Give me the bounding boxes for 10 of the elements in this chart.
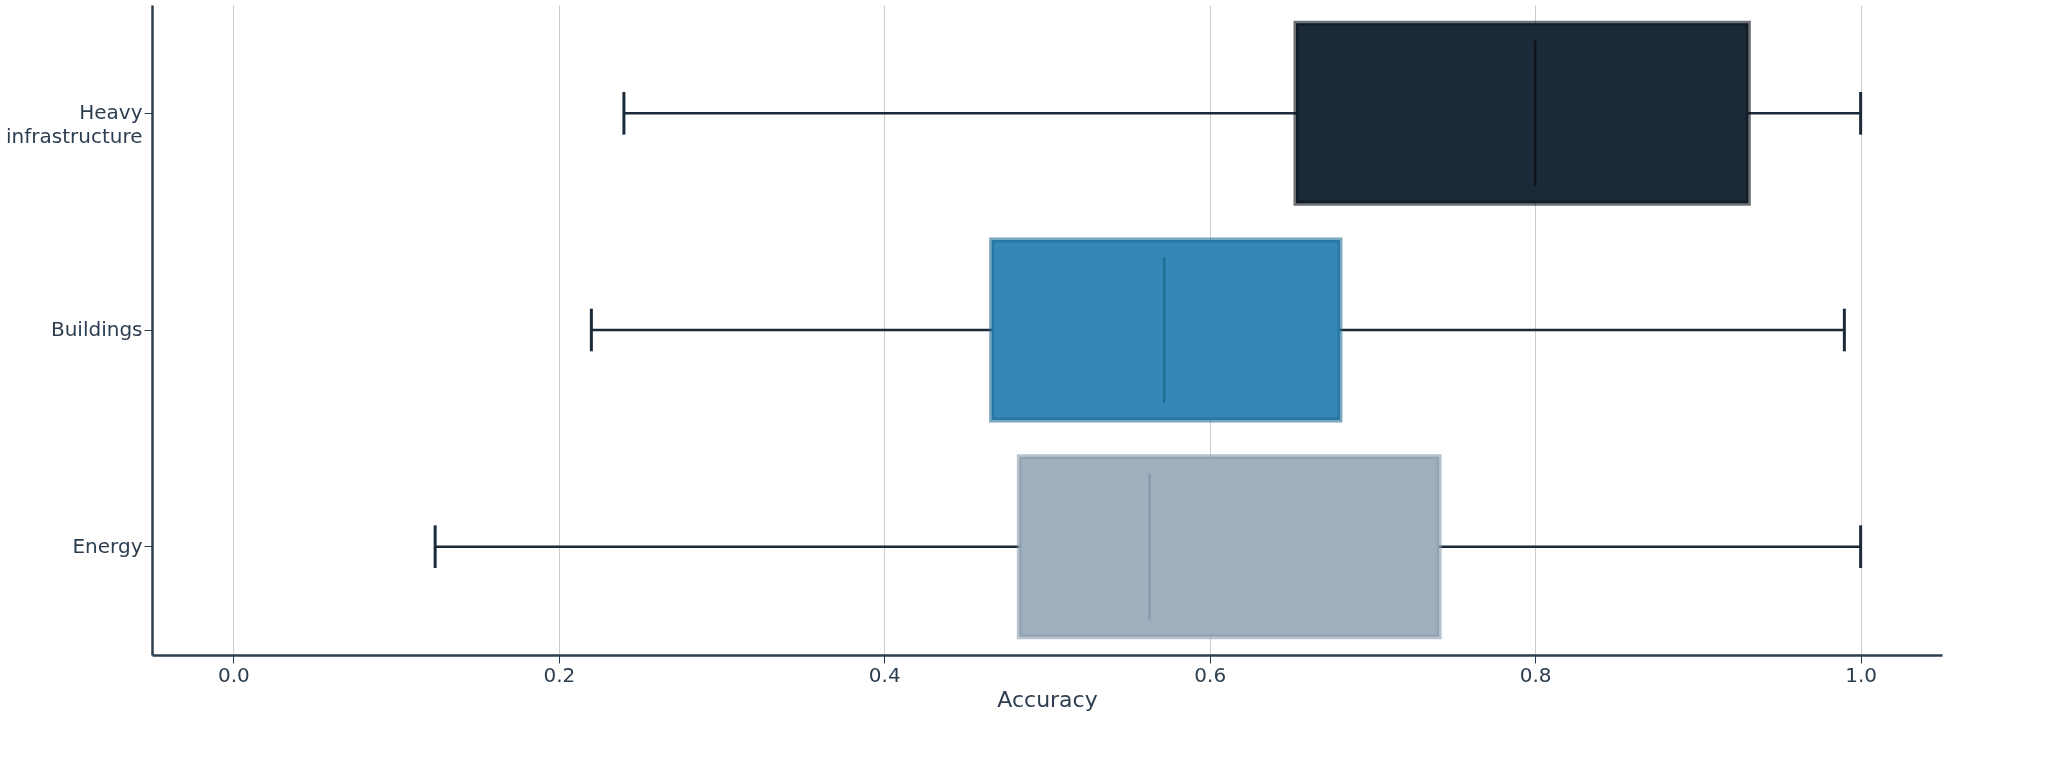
x-tick-label: 0.2 [543,662,576,687]
x-tick-label: 0.0 [217,662,250,687]
x-axis-title: Accuracy [997,686,1098,712]
y-tick-label: Heavy infrastructure [5,100,143,149]
y-tick-label: Energy [72,533,143,558]
x-tick-label: 1.0 [1845,662,1878,687]
y-tick-label: Buildings [50,317,143,341]
x-tick-label: 0.4 [868,662,901,687]
x-tick-label: 0.8 [1519,662,1552,687]
x-tick-label: 0.6 [1194,662,1227,687]
